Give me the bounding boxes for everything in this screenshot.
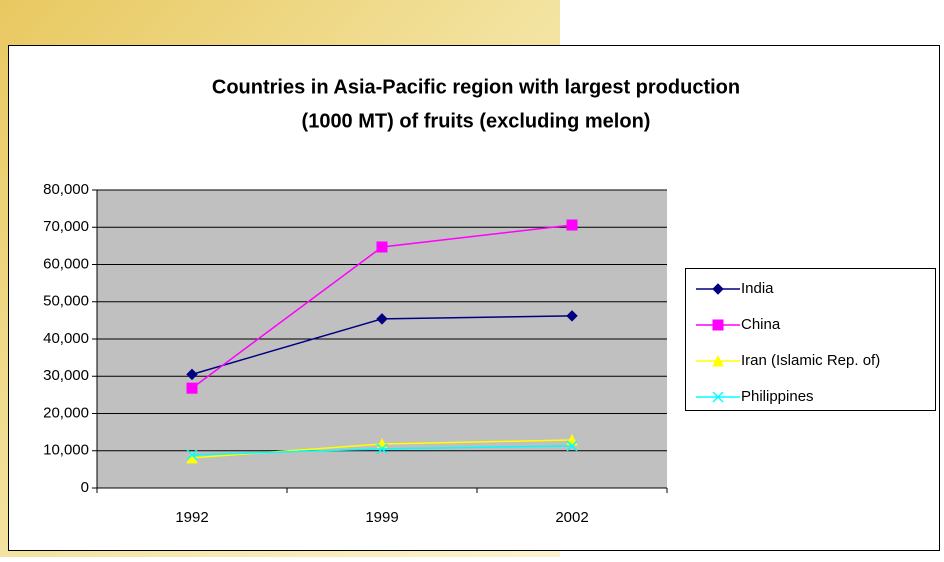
legend <box>685 268 936 411</box>
x-tick-label: 2002 <box>555 509 588 526</box>
y-tick-label: 30,000 <box>43 367 89 384</box>
y-tick-label: 0 <box>81 479 89 496</box>
data-point <box>566 440 578 452</box>
legend-marker <box>712 319 724 331</box>
data-point <box>186 382 198 394</box>
chart-title: Countries in Asia-Pacific region with la… <box>212 76 740 98</box>
data-point <box>186 449 198 461</box>
x-tick-label: 1992 <box>175 509 208 526</box>
y-tick-label: 70,000 <box>43 218 89 235</box>
y-tick-label: 10,000 <box>43 442 89 459</box>
data-point <box>186 368 198 381</box>
legend-label: Iran (Islamic Rep. of) <box>741 352 880 369</box>
data-point <box>376 313 388 325</box>
x-tick-label: 1999 <box>365 509 398 526</box>
y-tick-label: 60,000 <box>43 255 89 272</box>
data-point <box>376 443 388 455</box>
data-point <box>376 241 388 253</box>
data-point <box>566 310 578 322</box>
legend-label: Philippines <box>741 388 814 405</box>
legend-marker <box>712 283 724 295</box>
legend-label: India <box>741 280 774 297</box>
legend-marker <box>712 391 724 403</box>
y-tick-label: 40,000 <box>43 330 89 347</box>
y-tick-label: 50,000 <box>43 293 89 310</box>
y-tick-label: 20,000 <box>43 404 89 421</box>
legend-marker <box>712 354 724 367</box>
chart-title: (1000 MT) of fruits (excluding melon) <box>302 110 651 132</box>
legend-label: China <box>741 316 781 333</box>
y-tick-label: 80,000 <box>43 181 89 198</box>
data-point <box>566 219 578 231</box>
